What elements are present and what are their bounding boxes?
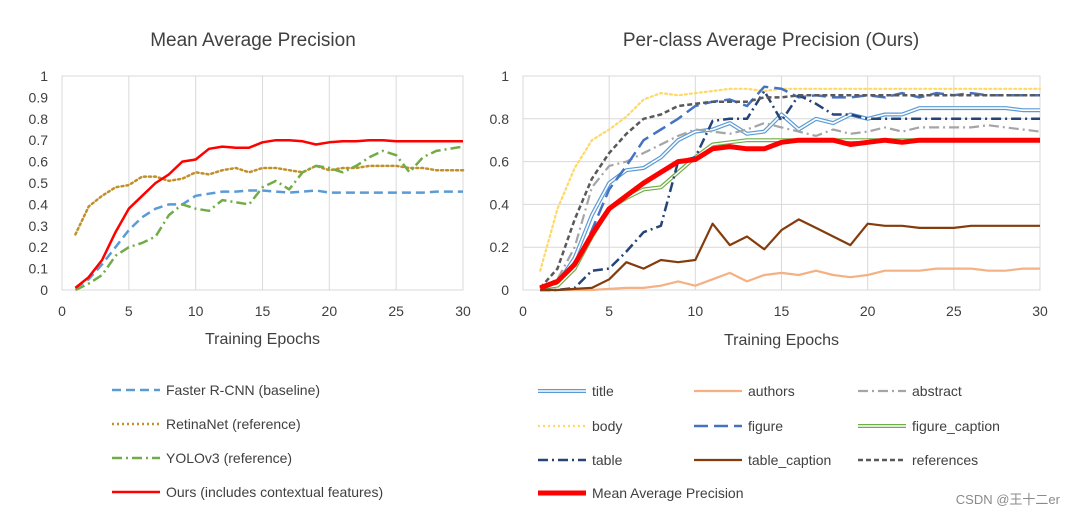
legend-label: authors — [748, 383, 795, 399]
chart-per-class-average-precision: Per-class Average Precision (Ours) Traini… — [490, 30, 1048, 501]
y-tick-label: 0.3 — [29, 218, 49, 234]
chart-title: Mean Average Precision — [150, 30, 356, 51]
watermark: CSDN @王十二er — [956, 492, 1061, 507]
series-line-yolov3-reference — [74, 145, 464, 292]
legend-item-abstract: abstract — [858, 383, 962, 399]
y-tick-label: 0.6 — [490, 154, 510, 170]
chart-title: Per-class Average Precision (Ours) — [623, 30, 919, 51]
series-line-mean-average-precision — [539, 137, 1040, 291]
series-line-title-inner — [540, 107, 1040, 289]
legend-label: Ours (includes contextual features) — [166, 484, 383, 500]
legend-label: YOLOv3 (reference) — [166, 450, 292, 466]
legend-item-figure-caption: figure_caption — [858, 418, 1000, 434]
series-line-retinanet-reference — [74, 164, 465, 236]
y-tick-label: 1 — [501, 68, 509, 84]
x-tick-label: 30 — [455, 303, 471, 319]
series-line-table-caption — [540, 218, 1040, 292]
legend-item-yolov3-reference: YOLOv3 (reference) — [112, 450, 292, 466]
series-line-figure — [539, 85, 1040, 292]
legend-item-ours-includes-contextual-features: Ours (includes contextual features) — [112, 484, 383, 500]
legend-label: abstract — [912, 383, 962, 399]
y-tick-label: 1 — [40, 68, 48, 84]
x-axis-label: Training Epochs — [205, 331, 320, 348]
y-tick-label: 0.8 — [490, 111, 510, 127]
y-tick-label: 0 — [501, 282, 509, 298]
legend-item-table: table — [538, 452, 623, 468]
x-tick-label: 15 — [255, 303, 271, 319]
x-tick-label: 5 — [605, 303, 613, 319]
series-line-table — [540, 89, 1040, 292]
legend-label: body — [592, 418, 622, 434]
legend-label: title — [592, 383, 614, 399]
y-tick-label: 0.1 — [29, 261, 49, 277]
x-tick-label: 0 — [58, 303, 66, 319]
x-tick-label: 20 — [860, 303, 876, 319]
legend-item-faster-r-cnn-baseline: Faster R-CNN (baseline) — [112, 382, 320, 398]
legend-label: RetinaNet (reference) — [166, 416, 301, 432]
legend-item-figure: figure — [694, 418, 783, 434]
series-line-abstract — [539, 121, 1041, 289]
x-tick-label: 5 — [125, 303, 133, 319]
chart-mean-average-precision: Mean Average Precision Training Epochs 0 5 1… — [29, 30, 471, 500]
y-tick-label: 0.9 — [29, 89, 49, 105]
legend-item-authors: authors — [694, 383, 795, 399]
x-tick-label: 20 — [322, 303, 338, 319]
y-tick-label: 0.7 — [29, 132, 49, 148]
y-tick-label: 0 — [40, 282, 48, 298]
x-tick-label: 10 — [188, 303, 204, 319]
series-line-authors — [540, 267, 1040, 292]
x-tick-label: 0 — [519, 303, 527, 319]
legend-label: figure_caption — [912, 418, 1000, 434]
x-tick-label: 10 — [688, 303, 704, 319]
y-tick-label: 0.4 — [490, 196, 510, 212]
legend-item-body: body — [538, 418, 622, 434]
series-line-body — [539, 87, 1042, 272]
legend-item-references: references — [858, 452, 978, 468]
y-tick-label: 0.2 — [29, 239, 49, 255]
y-tick-label: 0.6 — [29, 154, 49, 170]
legend-label: figure — [748, 418, 783, 434]
legend-item-title: title — [538, 383, 614, 399]
y-tick-label: 0.2 — [490, 239, 510, 255]
legend-item-retinanet-reference: RetinaNet (reference) — [112, 416, 301, 432]
x-axis-label: Training Epochs — [724, 332, 839, 349]
y-tick-label: 0.8 — [29, 111, 49, 127]
y-tick-label: 0.4 — [29, 196, 49, 212]
y-tick-label: 0.5 — [29, 175, 49, 191]
legend-item-table-caption: table_caption — [694, 452, 831, 468]
legend-label: Faster R-CNN (baseline) — [166, 382, 320, 398]
series-line-faster-r-cnn-baseline — [74, 189, 463, 289]
x-tick-label: 25 — [946, 303, 962, 319]
series-line-ours-includes-contextual-features — [74, 138, 463, 289]
legend-label: table_caption — [748, 452, 831, 468]
legend-label: table — [592, 452, 623, 468]
legend-label: Mean Average Precision — [592, 485, 744, 501]
series-line-figure-caption-outer — [539, 138, 1040, 290]
x-tick-label: 25 — [388, 303, 404, 319]
x-tick-label: 15 — [774, 303, 790, 319]
legend-item-mean-average-precision: Mean Average Precision — [538, 485, 744, 501]
series-line-figure-caption-inner — [540, 139, 1040, 289]
legend-label: references — [912, 452, 978, 468]
x-tick-label: 30 — [1032, 303, 1048, 319]
